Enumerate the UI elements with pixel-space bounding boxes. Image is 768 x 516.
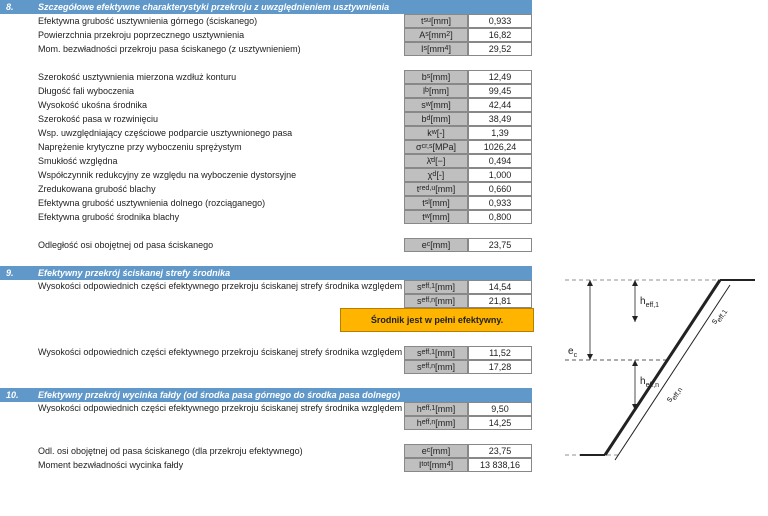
param-symbol: seff,1 [mm] (404, 280, 468, 294)
param-value: 29,52 (468, 42, 532, 56)
param-value: 14,25 (468, 416, 532, 430)
param-row: Efektywna grubość usztywnienia górnego (… (0, 14, 532, 28)
param-symbol: Is [mm4] (404, 42, 468, 56)
param-value: 1,39 (468, 126, 532, 140)
param-symbol: seff,n [mm] (404, 360, 468, 374)
param-symbol: ec [mm] (404, 444, 468, 458)
param-symbol: kw [-] (404, 126, 468, 140)
param-value: 99,45 (468, 84, 532, 98)
param-row: Wsp. uwzględniający częściowe podparcie … (0, 126, 532, 140)
param-value: 0,933 (468, 14, 532, 28)
param-row: Szerokość usztywnienia mierzona wzdłuż k… (0, 70, 532, 84)
label-ec: ec (568, 346, 577, 359)
param-desc: Efektywna grubość środnika blachy (0, 210, 404, 224)
param-value: 16,82 (468, 28, 532, 42)
param-symbol: heff,1 [mm] (404, 402, 468, 416)
section-number: 9. (6, 268, 38, 278)
param-value: 17,28 (468, 360, 532, 374)
param-value: 0,494 (468, 154, 532, 168)
label-heffn: heff,n (640, 376, 659, 389)
param-row: Wysokość ukośna środnikasw [mm]42,44 (0, 98, 532, 112)
param-row: Zredukowana grubość blachytred,u [mm]0,6… (0, 182, 532, 196)
param-value: 23,75 (468, 238, 532, 252)
param-desc: Wysokości odpowiednich części efektywneg… (0, 346, 404, 374)
param-desc: Efektywna grubość usztywnienia górnego (… (0, 14, 404, 28)
param-desc: Długość fali wyboczenia (0, 84, 404, 98)
param-value: 13 838,16 (468, 458, 532, 472)
param-value: 9,50 (468, 402, 532, 416)
param-value: 1026,24 (468, 140, 532, 154)
param-value: 0,800 (468, 210, 532, 224)
param-value: 23,75 (468, 444, 532, 458)
cross-section-diagram: heff,1 heff,n ec seff,1 seff,n (560, 270, 760, 470)
param-symbol: σcr,s [MPa] (404, 140, 468, 154)
param-row: Naprężenie krytyczne przy wyboczeniu spr… (0, 140, 532, 154)
section-title: Efektywny przekrój ściskanej strefy środ… (38, 268, 230, 278)
param-row: Mom. bezwładności przekroju pasa ściskan… (0, 42, 532, 56)
param-row: Współczynnik redukcyjny ze względu na wy… (0, 168, 532, 182)
param-row: Powierzchnia przekroju poprzecznego uszt… (0, 28, 532, 42)
param-row: Szerokość pasa w rozwinięciubd [mm]38,49 (0, 112, 532, 126)
param-value: 0,933 (468, 196, 532, 210)
param-row: Długość fali wyboczenialb [mm]99,45 (0, 84, 532, 98)
param-row: Moment bezwładności wycinka fałdyItot [m… (0, 458, 532, 472)
section-header: 10.Efektywny przekrój wycinka fałdy (od … (0, 388, 532, 402)
param-symbol: As [mm2] (404, 28, 468, 42)
param-row: Odl. osi obojętnej od pasa ściskanego (d… (0, 444, 532, 458)
param-desc: Wsp. uwzględniający częściowe podparcie … (0, 126, 404, 140)
param-symbol: heff,n [mm] (404, 416, 468, 430)
param-symbol: χd [-] (404, 168, 468, 182)
section-title: Szczegółowe efektywne charakterystyki pr… (38, 2, 389, 12)
param-symbol: seff,1 [mm] (404, 346, 468, 360)
param-desc: Odl. osi obojętnej od pasa ściskanego (d… (0, 444, 404, 458)
param-desc: Wysokości odpowiednich części efektywneg… (0, 402, 404, 430)
param-symbol: tsu [mm] (404, 14, 468, 28)
param-value: 11,52 (468, 346, 532, 360)
param-symbol: tred,u [mm] (404, 182, 468, 196)
param-symbol: lb [mm] (404, 84, 468, 98)
param-symbol: seff,n [mm] (404, 294, 468, 308)
label-heff1: heff,1 (640, 296, 659, 309)
param-desc: Wysokość ukośna środnika (0, 98, 404, 112)
param-value: 1,000 (468, 168, 532, 182)
section-number: 10. (6, 390, 38, 400)
param-symbol: tw [mm] (404, 210, 468, 224)
section-title: Efektywny przekrój wycinka fałdy (od śro… (38, 390, 400, 400)
param-desc: Moment bezwładności wycinka fałdy (0, 458, 404, 472)
param-desc: Mom. bezwładności przekroju pasa ściskan… (0, 42, 404, 56)
param-desc: Wysokości odpowiednich części efektywneg… (0, 280, 404, 308)
param-symbol: bs [mm] (404, 70, 468, 84)
param-symbol: ec [mm] (404, 238, 468, 252)
param-row: Smukłość względnaλ̄d [−]0,494 (0, 154, 532, 168)
param-desc: Smukłość względna (0, 154, 404, 168)
param-desc: Naprężenie krytyczne przy wyboczeniu spr… (0, 140, 404, 154)
param-value: 21,81 (468, 294, 532, 308)
param-symbol: λ̄d [−] (404, 154, 468, 168)
section-header: 9.Efektywny przekrój ściskanej strefy śr… (0, 266, 532, 280)
param-symbol: tsl [mm] (404, 196, 468, 210)
param-desc: Odległość osi obojętnej od pasa ściskane… (0, 238, 404, 252)
param-desc: Szerokość usztywnienia mierzona wzdłuż k… (0, 70, 404, 84)
section-number: 8. (6, 2, 38, 12)
param-desc: Współczynnik redukcyjny ze względu na wy… (0, 168, 404, 182)
param-desc: Efektywna grubość usztywnienia dolnego (… (0, 196, 404, 210)
param-symbol: Itot [mm4] (404, 458, 468, 472)
param-value: 0,660 (468, 182, 532, 196)
param-value: 42,44 (468, 98, 532, 112)
param-symbol: sw [mm] (404, 98, 468, 112)
param-desc: Zredukowana grubość blachy (0, 182, 404, 196)
param-value: 38,49 (468, 112, 532, 126)
param-row: Efektywna grubość usztywnienia dolnego (… (0, 196, 532, 210)
param-value: 14,54 (468, 280, 532, 294)
param-value: 12,49 (468, 70, 532, 84)
param-desc: Szerokość pasa w rozwinięciu (0, 112, 404, 126)
section-header: 8.Szczegółowe efektywne charakterystyki … (0, 0, 532, 14)
param-row: Efektywna grubość środnika blachytw [mm]… (0, 210, 532, 224)
param-desc: Powierzchnia przekroju poprzecznego uszt… (0, 28, 404, 42)
effectiveness-note: Środnik jest w pełni efektywny. (340, 308, 534, 332)
param-symbol: bd [mm] (404, 112, 468, 126)
param-row: Odległość osi obojętnej od pasa ściskane… (0, 238, 532, 252)
